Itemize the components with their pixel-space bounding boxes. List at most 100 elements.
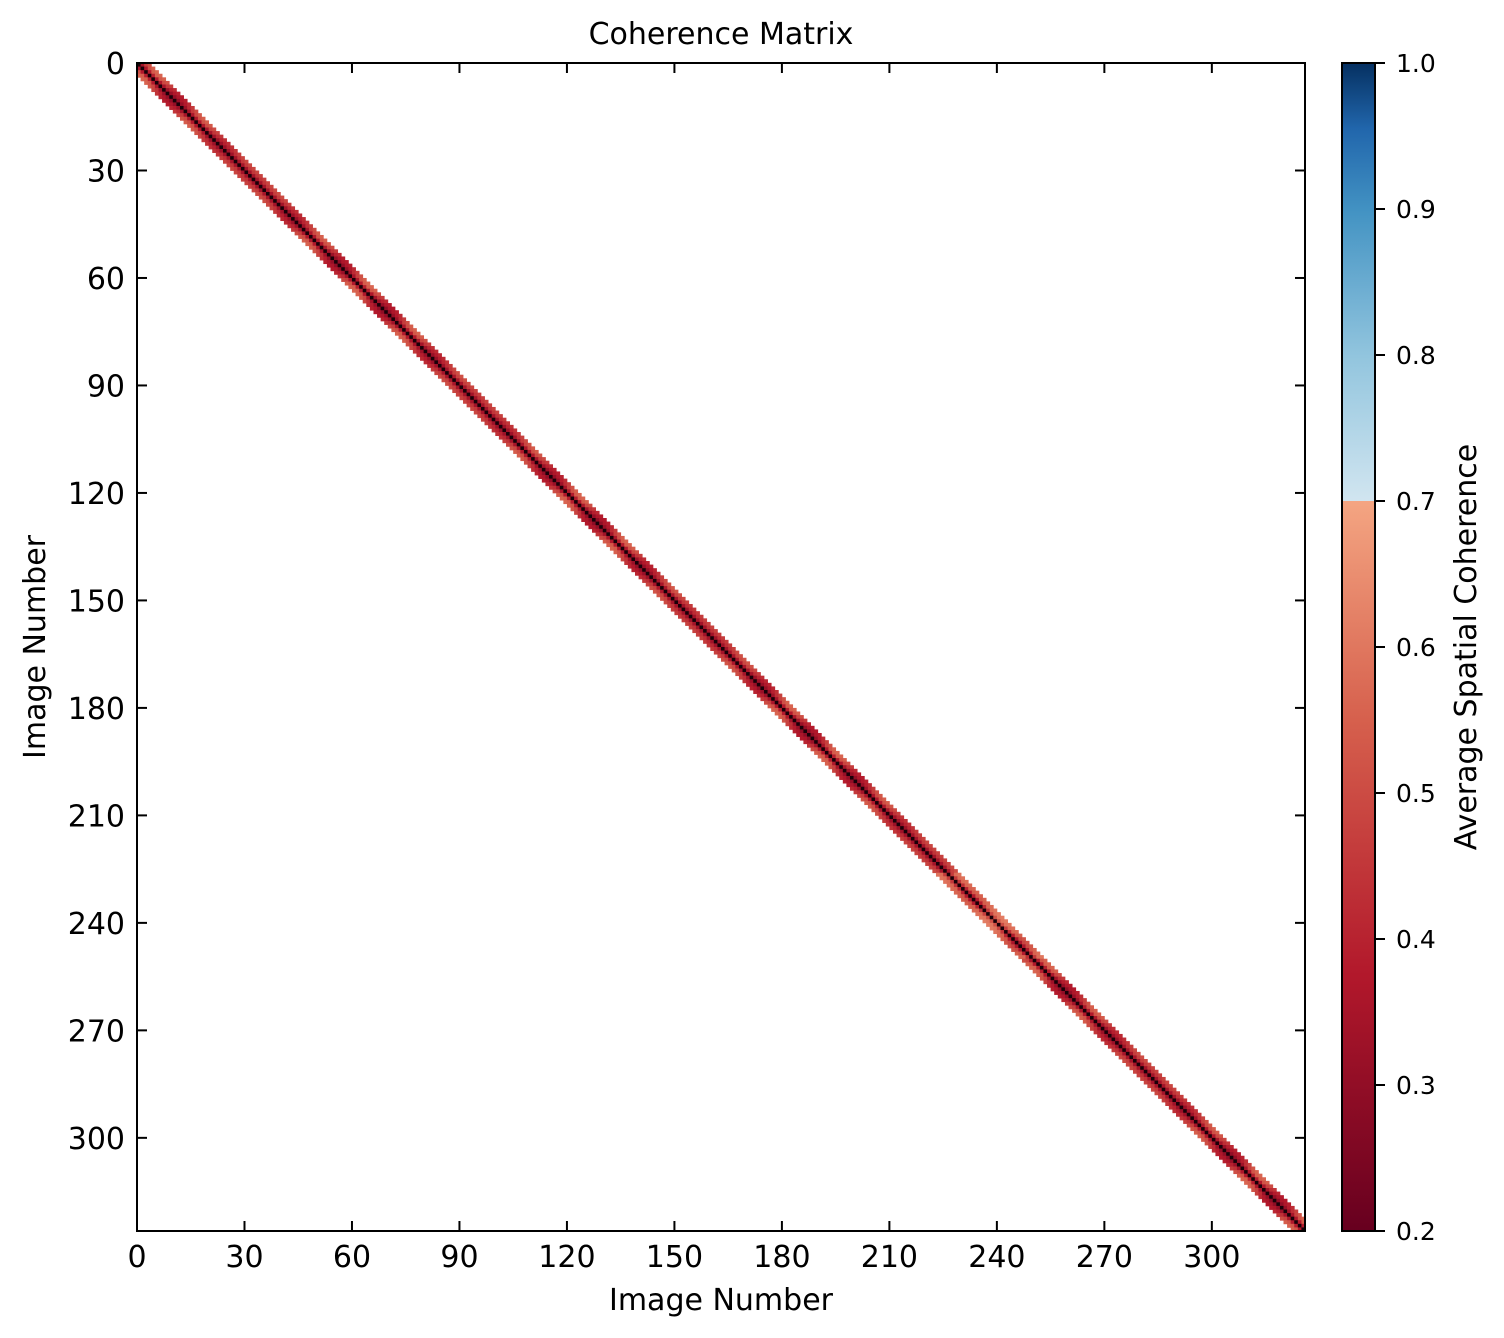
heatmap-cell [226,152,231,157]
heatmap-cell [860,783,865,788]
heatmap-cell [509,446,514,451]
heatmap-cell [742,661,747,666]
heatmap-cell [1097,1033,1102,1038]
heatmap-cell [394,310,399,315]
heatmap-cell [549,475,553,479]
heatmap-cell [645,571,650,576]
heatmap-cell [1258,1195,1263,1200]
heatmap-cell [953,883,958,888]
heatmap-cell [319,238,324,243]
heatmap-cell [857,786,862,791]
heatmap-cell [1201,1119,1206,1124]
heatmap-cell [1197,1127,1202,1132]
heatmap-cell [1272,1205,1277,1210]
heatmap-cell [749,679,754,684]
heatmap-cell [767,704,772,709]
heatmap-cell [549,478,553,483]
heatmap-cell [154,70,159,75]
heatmap-cell [914,833,919,838]
heatmap-cell [151,73,156,78]
heatmap-cell [273,195,278,200]
heatmap-cell [1179,1102,1184,1106]
heatmap-cell [194,113,199,118]
heatmap-cell [699,621,704,626]
heatmap-cell [208,145,213,150]
heatmap-cell [814,743,819,748]
heatmap-cell [978,915,983,920]
heatmap-cell [835,758,840,763]
heatmap-cell [832,750,837,755]
heatmap-cell [179,95,184,100]
heatmap-cell [1039,973,1044,978]
heatmap-cell [1290,1209,1295,1214]
heatmap-cell [527,442,532,447]
heatmap-cell [778,693,783,698]
heatmap-cell [466,389,471,394]
heatmap-cell [308,227,313,232]
heatmap-cell [552,471,557,476]
heatmap-cell [864,783,869,788]
heatmap-cell [1158,1080,1163,1085]
heatmap-cell [1204,1123,1209,1128]
heatmap-cell [1068,983,1073,988]
heatmap-cell [706,636,711,641]
heatmap-cell [667,600,672,605]
heatmap-cell [1240,1166,1245,1171]
heatmap-cell [1032,962,1037,967]
heatmap-cell [384,299,389,304]
heatmap-cell [1068,990,1073,995]
heatmap-cell [506,442,511,447]
heatmap-cell [803,736,808,741]
heatmap-cell [756,672,761,677]
heatmap-cell [1272,1202,1277,1207]
heatmap-cell [1251,1177,1256,1182]
heatmap-cell [1018,951,1023,956]
heatmap-cell [602,532,607,537]
heatmap-cell [484,406,489,411]
heatmap-cell [1283,1198,1288,1203]
heatmap-cell [1215,1134,1220,1139]
heatmap-cell [366,281,371,286]
heatmap-cell [273,191,278,196]
heatmap-cell [824,747,829,752]
heatmap-cell [749,682,754,687]
heatmap-cell [971,887,976,892]
heatmap-cell [377,295,382,300]
heatmap-cell [835,750,840,755]
heatmap-cell [1240,1177,1245,1182]
heatmap-cell [205,127,210,132]
heatmap-cell [244,174,249,179]
heatmap-cell [244,166,249,171]
heatmap-cell [1204,1141,1209,1146]
heatmap-cell [437,374,442,379]
x-tick-label: 240 [968,1240,1025,1275]
heatmap-cell [918,836,923,841]
heatmap-cell [943,858,948,863]
heatmap-cell [710,632,715,637]
heatmap-cell [1154,1091,1159,1096]
heatmap-cell [978,912,983,917]
heatmap-cell [1036,973,1041,978]
heatmap-cell [968,887,973,892]
heatmap-cell [692,625,697,630]
heatmap-cell [230,152,235,157]
heatmap-cell [513,449,518,454]
heatmap-cell [1236,1173,1241,1178]
heatmap-cell [240,166,245,171]
heatmap-cell [907,844,912,849]
heatmap-cell [463,396,468,401]
heatmap-cell [495,424,500,429]
heatmap-cell [1183,1119,1188,1124]
heatmap-cell [652,589,657,594]
heatmap-cell [1079,1001,1084,1006]
heatmap-cell [738,675,743,680]
heatmap-cell [326,242,331,247]
heatmap-cell [1168,1105,1173,1110]
heatmap-cell [699,625,704,630]
heatmap-cell [1064,994,1069,999]
heatmap-cell [556,478,561,483]
heatmap-cell [896,833,901,838]
heatmap-cell [717,643,722,648]
heatmap-cell [559,475,564,479]
heatmap-cell [642,568,647,573]
